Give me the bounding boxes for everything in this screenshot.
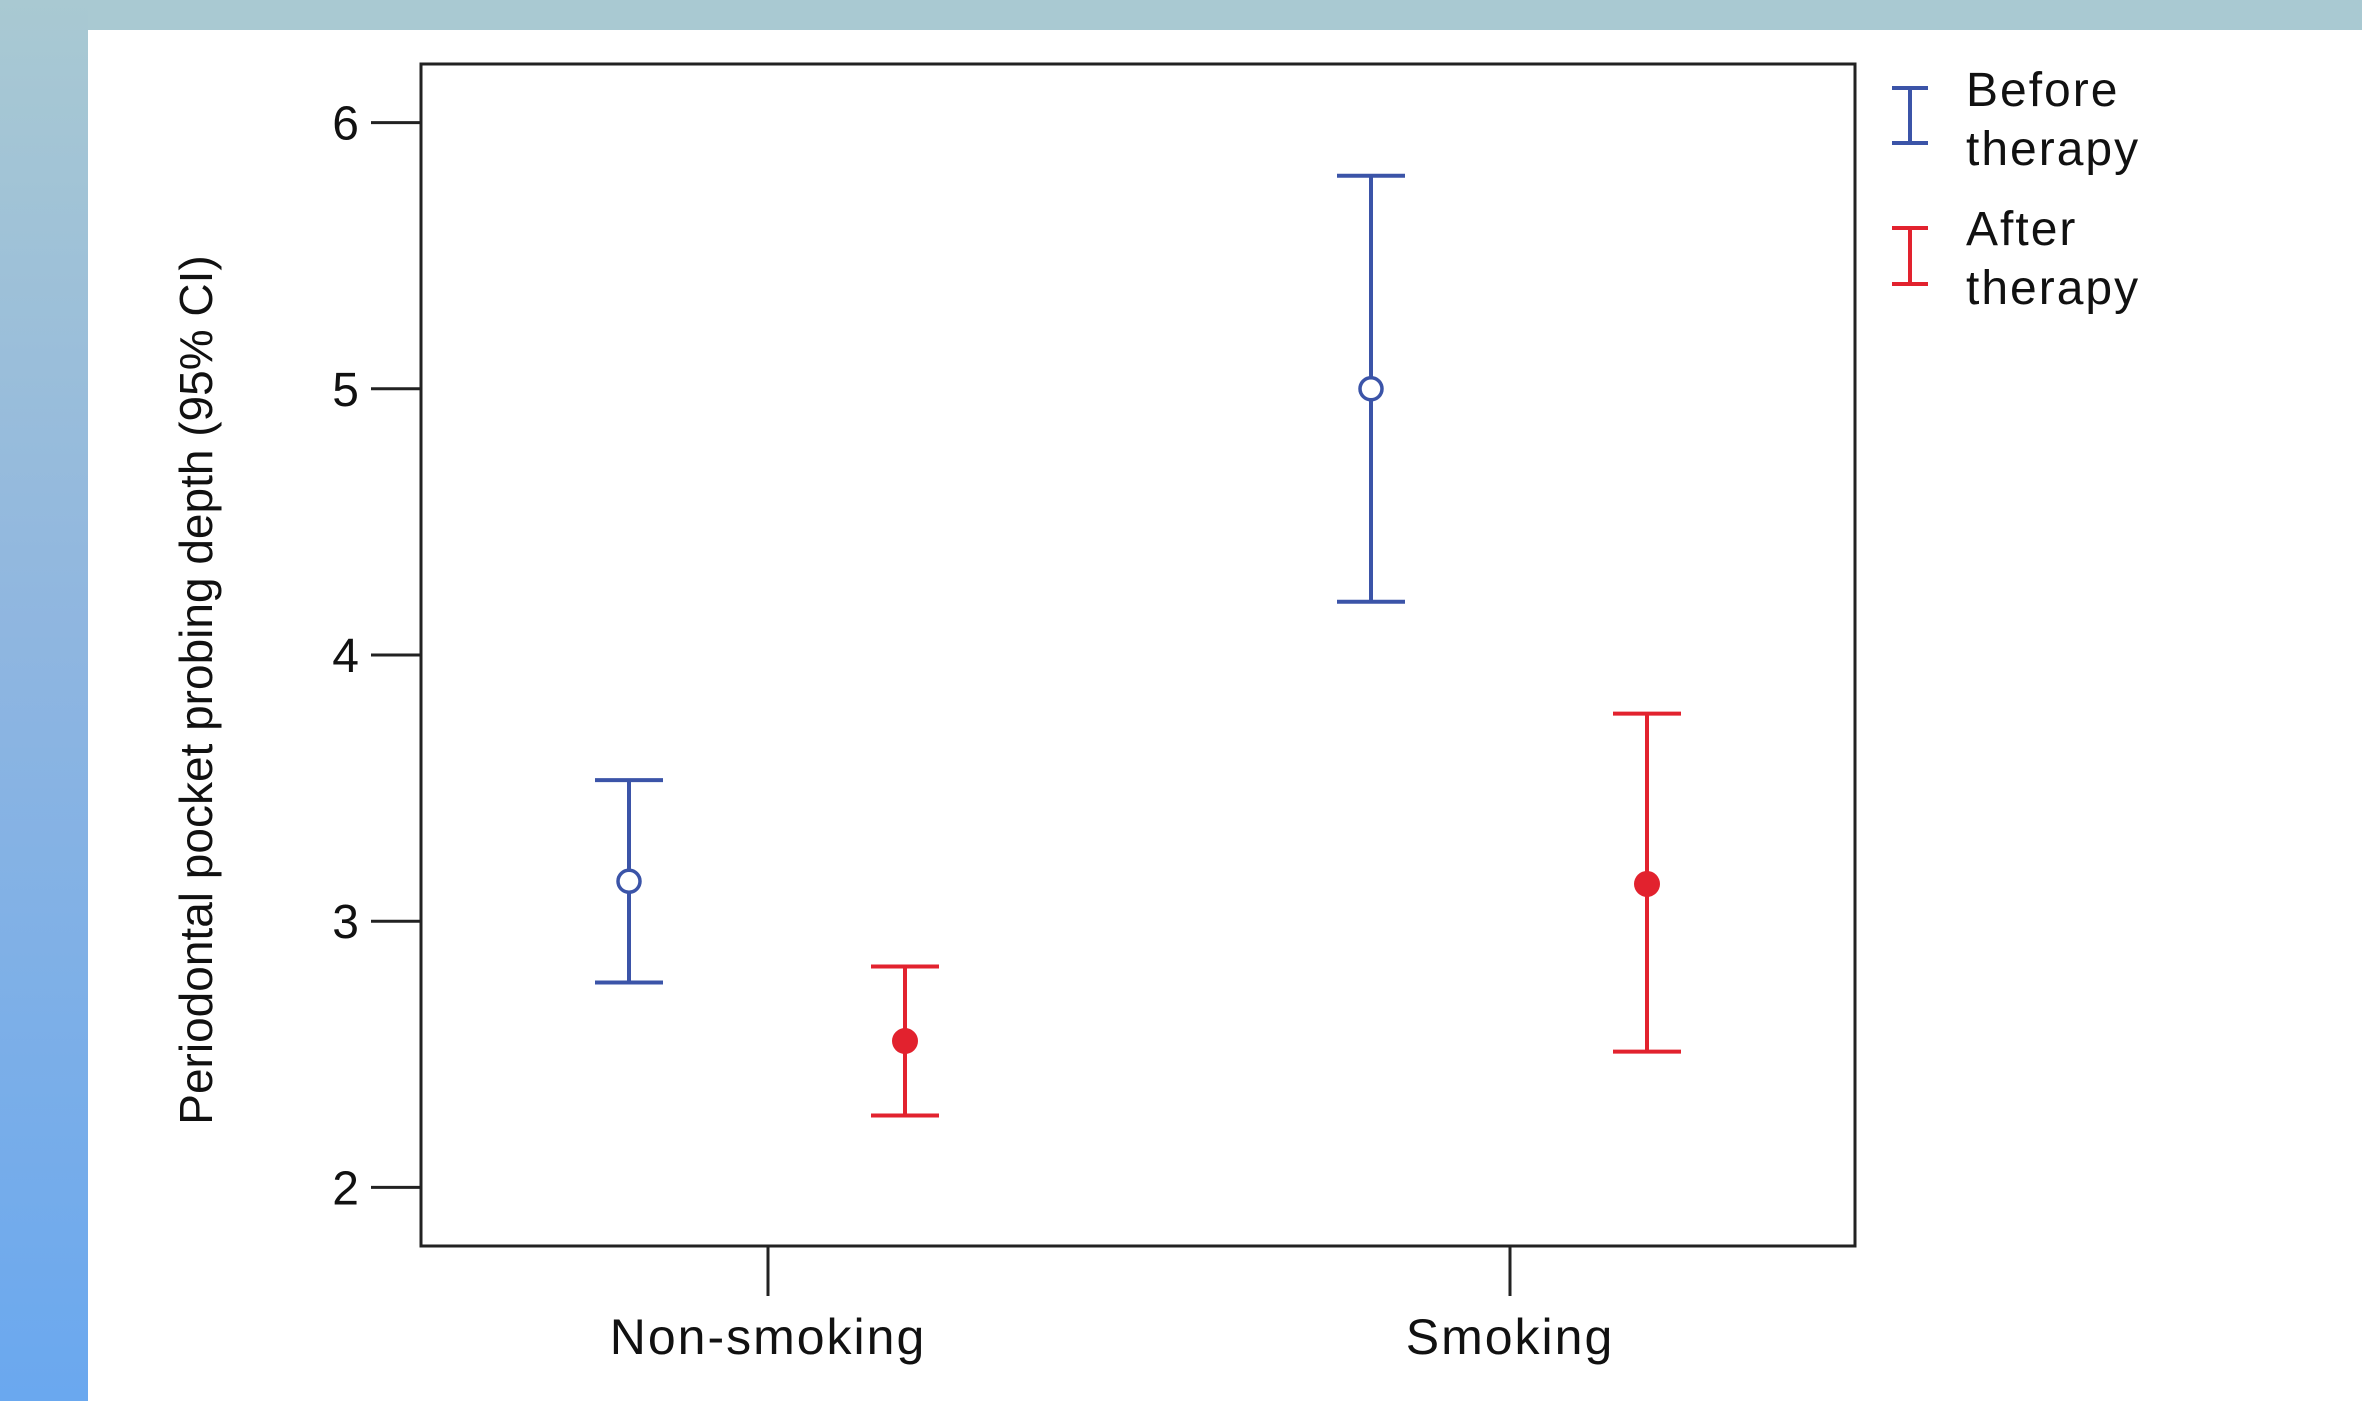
legend-item-after-therapy: After therapy bbox=[1892, 203, 2140, 315]
series-before-therapy bbox=[595, 173, 1405, 985]
errorbar-smoking-before bbox=[1337, 173, 1405, 604]
mean-marker bbox=[616, 868, 642, 895]
errorbar-legend-icon bbox=[1892, 86, 1928, 145]
x-tick-label-smoking: Smoking bbox=[1406, 1309, 1615, 1365]
mean-marker bbox=[1634, 870, 1660, 897]
legend-label-line2: therapy bbox=[1966, 262, 2140, 315]
legend-label-line2: therapy bbox=[1966, 123, 2140, 176]
errorbar-legend-icon bbox=[1892, 226, 1928, 286]
y-tick-label-5: 5 bbox=[332, 364, 359, 417]
errorbar-non-smoking-before bbox=[595, 778, 663, 985]
y-tick-label-2: 2 bbox=[332, 1162, 359, 1215]
series-layer bbox=[595, 173, 1681, 1118]
plot-area-border bbox=[419, 62, 1857, 1248]
left-color-band bbox=[0, 0, 88, 1401]
series-after-therapy bbox=[871, 711, 1681, 1118]
y-tick-label-6: 6 bbox=[332, 98, 359, 151]
legend-label-line1: Before bbox=[1966, 64, 2119, 117]
legend: Before therapy After therapy bbox=[1892, 64, 2140, 315]
mean-marker bbox=[1358, 376, 1384, 402]
x-tick-label-non-smoking: Non-smoking bbox=[610, 1309, 927, 1365]
legend-item-before-therapy: Before therapy bbox=[1892, 64, 2140, 176]
legend-label-line1: After bbox=[1966, 203, 2077, 256]
errorbar-non-smoking-after bbox=[871, 964, 939, 1118]
top-color-band bbox=[0, 0, 2362, 30]
chart-panel bbox=[88, 30, 2362, 1401]
y-axis: 2 3 4 5 6 bbox=[332, 98, 421, 1215]
mean-marker bbox=[892, 1028, 918, 1055]
errorbar-smoking-after bbox=[1613, 711, 1681, 1054]
y-axis-label: Periodontal pocket probing depth (95% CI… bbox=[170, 255, 222, 1124]
x-axis: Non-smoking Smoking bbox=[610, 1246, 1615, 1365]
y-tick-label-3: 3 bbox=[332, 896, 359, 949]
y-tick-label-4: 4 bbox=[332, 630, 359, 683]
